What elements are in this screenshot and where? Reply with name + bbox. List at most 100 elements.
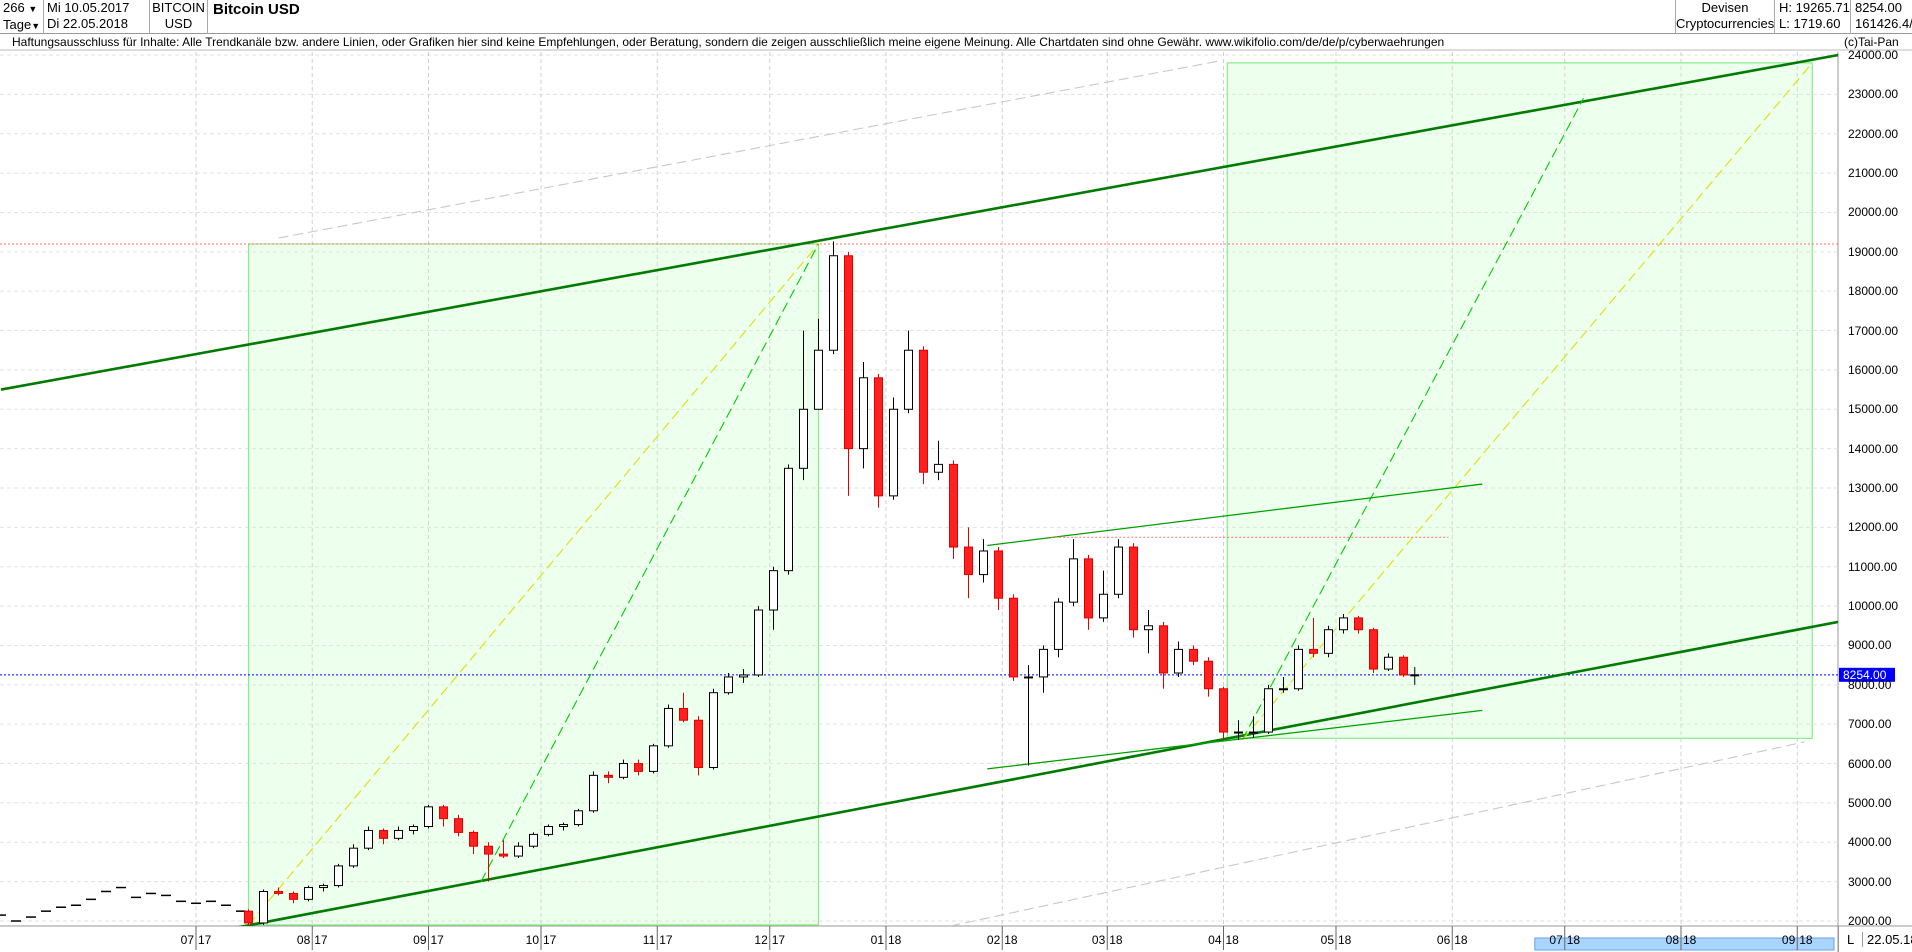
candle [1054,598,1063,658]
trend-line [248,243,819,926]
y-tick-label: 14000.00 [1848,441,1899,456]
candle-body [1054,601,1063,650]
candle [364,826,373,851]
x-tick-year: 17 [771,933,786,947]
candle-body [1249,731,1258,734]
candle-body [1234,731,1243,734]
x-tick-year: 18 [1454,933,1468,947]
candle-body [364,829,373,849]
candle [1159,621,1168,689]
candle [409,824,418,835]
x-tick-year: 17 [543,933,557,947]
candle-body [619,763,628,778]
last-price-marker [1839,667,1895,682]
candle-body [469,831,478,847]
candle-body [754,609,763,676]
candle-body [1309,648,1318,654]
x-tick-year: 18 [1004,933,1018,947]
candle [304,885,313,902]
x-tick-month: 08 [1665,933,1679,947]
candle-body [889,408,898,497]
candle-body [1384,656,1393,670]
candle-body [454,818,463,833]
candle [649,743,658,774]
candle-body [1084,558,1093,619]
candle [844,251,853,496]
x-tick-year: 17 [314,933,328,947]
candle [619,759,628,780]
candle [1324,625,1333,658]
x-tick-year: 18 [1566,933,1581,947]
candle [769,566,778,630]
chart-title: Bitcoin USD [213,1,300,18]
y-tick-label: 19000.00 [1848,244,1899,259]
x-tick-month: 04 [1208,933,1222,947]
candle [484,842,493,882]
candle [1024,665,1033,766]
chevron-down-icon[interactable]: ▼ [28,4,38,14]
candle [874,373,883,508]
candle-body [274,890,283,894]
candle-body [1174,648,1183,674]
candle [1099,570,1108,622]
y-tick-label: 4000.00 [1848,835,1892,850]
candle [424,804,433,829]
trend-line [278,60,1220,239]
category: Devisen Cryptocurrencies [1675,0,1775,34]
chevron-down-icon[interactable]: ▼ [31,21,41,31]
trend-line [0,53,1838,391]
candle-body [1204,660,1213,690]
date-range[interactable]: Mi 10.05.2017 Di 22.05.2018 [44,0,150,34]
candle [1204,657,1213,697]
count-cell[interactable]: 266 ▼ Tage▼ [0,0,44,34]
y-tick-label: 9000.00 [1848,638,1892,653]
candle [919,346,928,485]
candle-body [334,865,343,887]
candle [394,826,403,841]
candle-body [694,719,703,768]
end-date: 22.05.18 [1862,932,1912,947]
trend-line [480,243,819,882]
candle-body [424,806,433,828]
candle [1069,539,1078,607]
candle-body [679,707,688,721]
candle [559,822,568,831]
trend-line [237,620,1838,926]
date-from[interactable]: Mi 10.05.2017 [47,0,130,15]
y-tick-label: 13000.00 [1848,481,1899,495]
period-select[interactable]: Tage [3,17,32,32]
candle [1354,615,1363,634]
y-tick-label: 18000.00 [1848,284,1899,299]
scale-mode[interactable]: L [1847,932,1855,947]
scrollbar-thumb[interactable] [1534,937,1835,951]
candle-body [1159,625,1168,674]
candle-body [514,845,523,857]
candle-body [244,910,253,924]
volume: 161426.4/ [1855,16,1912,31]
x-tick-year: 18 [1225,933,1239,947]
candle-body [1024,676,1033,679]
candle [1249,716,1258,738]
candle-body [1410,674,1420,677]
x-tick-month: 01 [870,933,884,947]
x-tick-year: 17 [430,933,444,947]
candle-body [604,774,613,778]
x-tick-month: 12 [754,933,768,947]
bar-count[interactable]: 266 [3,0,25,15]
trend-rect [1226,62,1813,739]
last-volume: 8254.00 161426.4/ [1855,0,1912,32]
x-tick-year: 17 [198,933,212,947]
candle [709,688,718,770]
high-value: H: 19265.71 [1779,0,1850,15]
candle-body [634,763,643,772]
candle-body [1264,688,1273,733]
candle-body [904,349,913,410]
date-to[interactable]: Di 22.05.2018 [47,16,128,31]
candle [604,771,613,784]
trend-line [1241,62,1813,741]
candle [1039,645,1048,693]
candle [1009,594,1018,681]
symbol-currency: USD [164,16,193,31]
y-tick-label: 16000.00 [1848,362,1899,377]
